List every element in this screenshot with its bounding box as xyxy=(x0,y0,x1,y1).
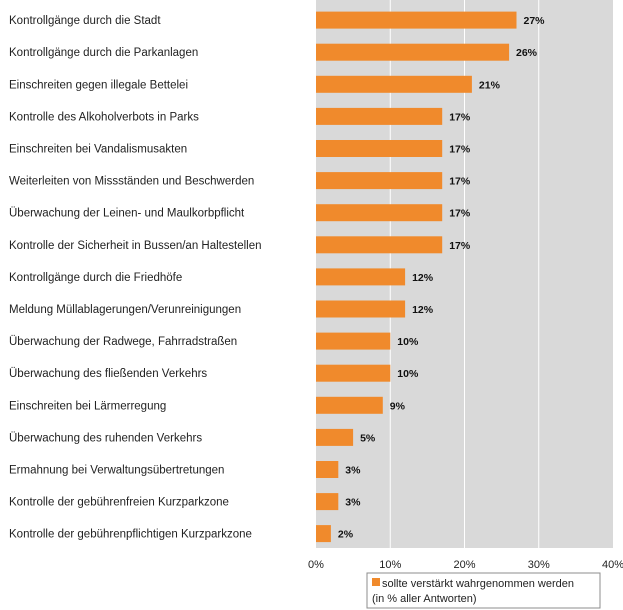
bar xyxy=(316,364,391,382)
data-label: 5% xyxy=(360,432,376,444)
data-label: 12% xyxy=(412,272,434,284)
bar xyxy=(316,493,339,511)
bar xyxy=(316,140,443,157)
bars: 27% 26% 21% 17% 17% 17% 17% 17% 12% 12% 10% 10% 9% 5%… xyxy=(316,11,546,543)
x-tick-label: 0% xyxy=(308,559,324,571)
category-label: Kontrollgänge durch die Parkanlagen xyxy=(9,47,198,59)
legend-label-line-2: (in % aller Antworten) xyxy=(372,593,477,605)
category-labels: Kontrollgänge durch die Stadt Kontrollgän… xyxy=(9,15,262,541)
bar xyxy=(316,461,339,478)
bar xyxy=(316,236,443,254)
data-label: 21% xyxy=(479,79,501,91)
category-label: Ermahnung bei Verwaltungsübertretungen xyxy=(9,465,224,477)
bar xyxy=(316,11,517,29)
x-tick-label: 10% xyxy=(379,559,401,571)
data-label: 17% xyxy=(449,240,471,252)
category-label: Meldung Müllablagerungen/Verunreinigunge… xyxy=(9,304,241,316)
data-label: 10% xyxy=(397,368,419,380)
bar xyxy=(316,43,510,61)
category-label: Kontrolle des Alkoholverbots in Parks xyxy=(9,111,199,123)
bar xyxy=(316,107,443,125)
legend-swatch xyxy=(372,578,380,586)
legend-box xyxy=(366,572,601,609)
category-label: Kontrolle der gebührenfreien Kurzparkzon… xyxy=(9,497,229,509)
bar xyxy=(316,172,443,190)
data-label: 27% xyxy=(524,15,546,27)
bar xyxy=(316,525,331,543)
bar xyxy=(316,428,354,446)
x-tick-label: 20% xyxy=(453,559,475,571)
category-label: Überwachung der Radwege, Fahrradstraßen xyxy=(9,336,237,348)
category-label: Kontrolle der Sicherheit in Bussen/an Ha… xyxy=(9,240,262,252)
data-label: 12% xyxy=(412,304,434,316)
x-tick-label: 30% xyxy=(528,559,550,571)
data-label: 9% xyxy=(390,400,406,412)
data-label: 17% xyxy=(449,144,471,156)
x-axis-ticks: 0% 10% 20% 30% 40% xyxy=(308,559,623,571)
bar xyxy=(316,75,472,93)
data-label: 17% xyxy=(449,111,471,123)
category-label: Weiterleiten von Missständen und Beschwe… xyxy=(9,176,254,188)
bar xyxy=(316,332,391,350)
category-label: Überwachung des fließenden Verkehrs xyxy=(9,368,207,380)
category-label: Einschreiten bei Lärmerregung xyxy=(9,400,166,412)
x-tick-label: 40% xyxy=(602,559,623,571)
data-label: 3% xyxy=(345,497,361,509)
data-label: 17% xyxy=(449,176,471,188)
category-label: Einschreiten gegen illegale Bettelei xyxy=(9,79,188,91)
bar xyxy=(316,268,406,286)
category-label: Überwachung des ruhenden Verkehrs xyxy=(9,432,202,444)
category-label: Kontrolle der gebührenpflichtigen Kurzpa… xyxy=(9,529,252,541)
bar xyxy=(316,204,443,222)
data-label: 26% xyxy=(516,47,538,59)
category-label: Einschreiten bei Vandalismusakten xyxy=(9,144,187,156)
legend: sollte verstärkt wahrgenommen werden (in… xyxy=(366,572,601,609)
data-label: 2% xyxy=(338,529,354,541)
category-label: Kontrollgänge durch die Friedhöfe xyxy=(9,272,182,284)
legend-label-line-1: sollte verstärkt wahrgenommen werden xyxy=(382,578,574,590)
bar xyxy=(316,300,406,318)
category-label: Überwachung der Leinen- und Maulkorbpfli… xyxy=(9,208,245,220)
data-label: 3% xyxy=(345,465,361,477)
bar xyxy=(316,396,383,414)
data-label: 17% xyxy=(449,208,471,220)
category-label: Kontrollgänge durch die Stadt xyxy=(9,15,161,27)
data-label: 10% xyxy=(397,336,419,348)
